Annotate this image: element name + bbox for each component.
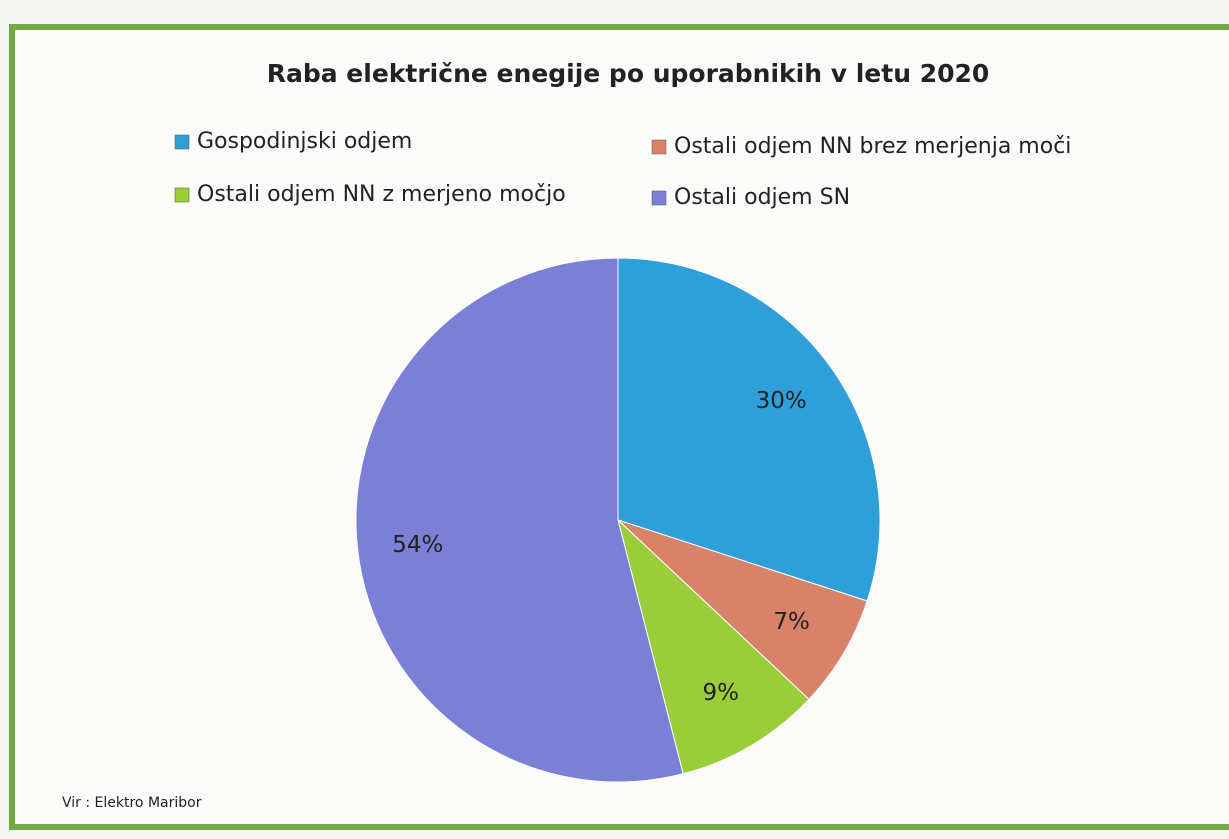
data-label: 7% — [773, 609, 810, 635]
pie-slice — [355, 257, 684, 783]
legend-label: Ostali odjem SN — [674, 185, 850, 210]
source: Vir : Elektro Maribor — [62, 795, 202, 811]
pie-slice — [617, 518, 810, 775]
data-label: 9% — [702, 680, 739, 706]
legend-label: Ostali odjem NN z merjeno močjo — [197, 182, 566, 207]
legend-swatch — [651, 190, 667, 206]
data-label: 30% — [756, 388, 807, 414]
pie-slice — [617, 257, 881, 602]
chart-title: Raba električne enegije po uporabnikih v… — [267, 59, 990, 88]
data-label: 54% — [392, 532, 443, 558]
pie-slice — [617, 519, 868, 701]
legend-swatch — [174, 187, 190, 203]
legend-label: Ostali odjem NN brez merjenja moči — [674, 134, 1071, 159]
legend-label: Gospodinjski odjem — [197, 129, 412, 154]
legend-swatch — [174, 134, 190, 150]
legend-swatch — [651, 139, 667, 155]
